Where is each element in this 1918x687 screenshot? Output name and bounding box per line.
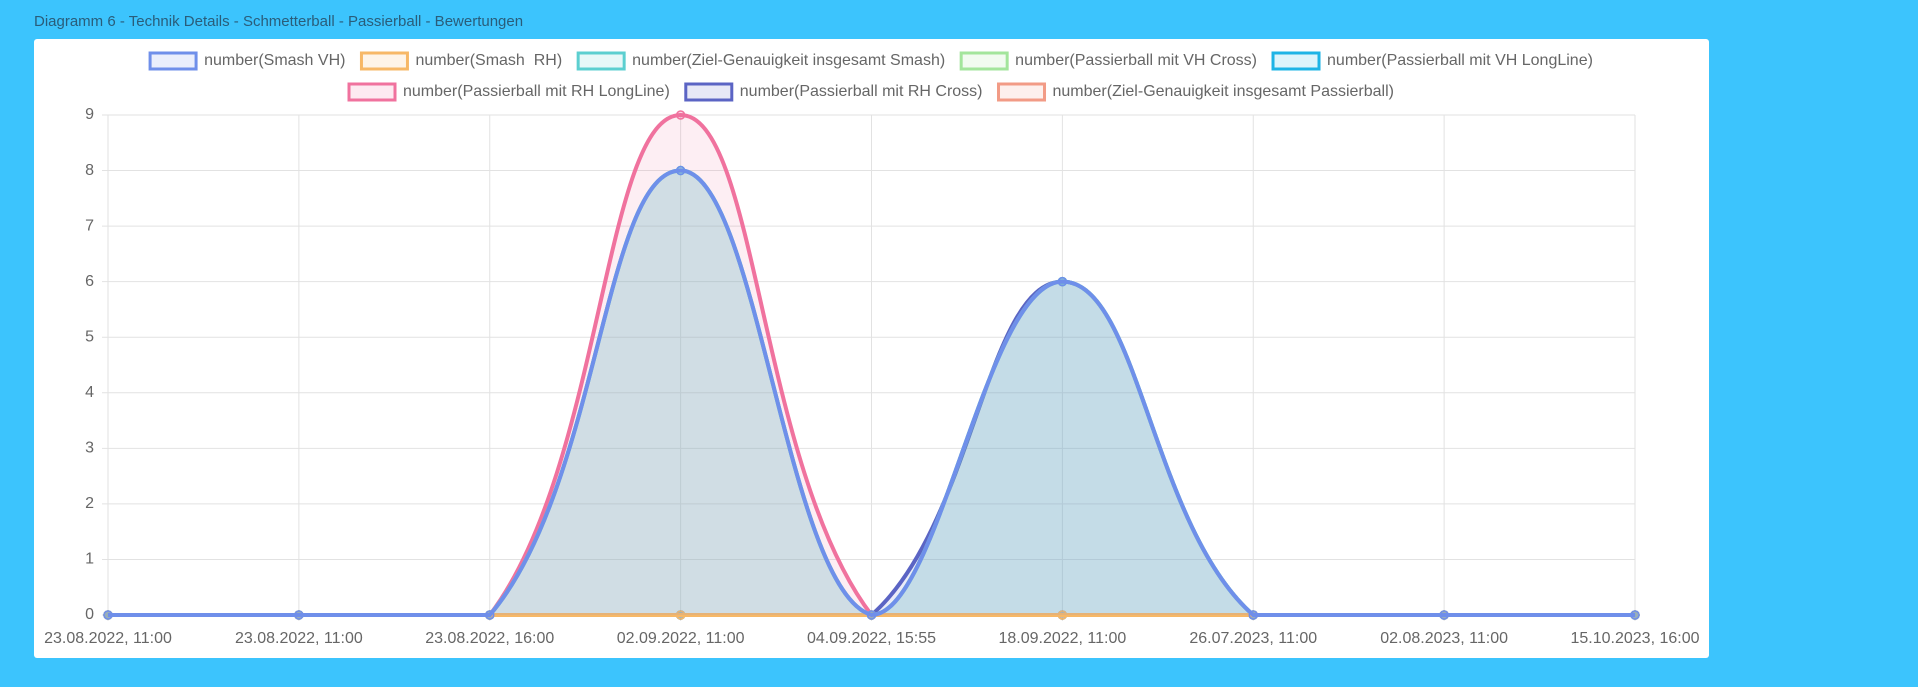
data-point bbox=[103, 610, 113, 620]
legend-label: number(Ziel-Genauigkeit insgesamt Smash) bbox=[632, 52, 945, 69]
legend-swatch bbox=[347, 82, 397, 102]
x-tick-label: 18.09.2022, 11:00 bbox=[998, 630, 1126, 647]
x-tick-label: 02.09.2022, 11:00 bbox=[617, 630, 745, 647]
x-tick-label: 04.09.2022, 15:55 bbox=[807, 630, 936, 647]
data-point bbox=[1057, 610, 1068, 620]
legend-swatch bbox=[1271, 51, 1321, 71]
legend-label: number(Ziel-Genauigkeit insgesamt Passie… bbox=[1053, 83, 1394, 100]
legend-label: number(Passierball mit RH Cross) bbox=[740, 83, 983, 100]
data-point bbox=[1248, 610, 1258, 620]
data-point bbox=[485, 610, 495, 620]
legend-swatch bbox=[576, 51, 626, 71]
y-tick-label: 2 bbox=[85, 495, 94, 512]
y-tick-label: 0 bbox=[85, 606, 94, 623]
y-tick-label: 1 bbox=[85, 551, 94, 568]
legend-swatch bbox=[959, 51, 1009, 71]
data-point bbox=[675, 110, 686, 120]
y-tick-label: 8 bbox=[85, 162, 94, 179]
data-point bbox=[675, 610, 686, 620]
chart-title: Diagramm 6 - Technik Details - Schmetter… bbox=[34, 13, 523, 30]
y-tick-label: 6 bbox=[85, 273, 94, 290]
x-tick-label: 23.08.2022, 11:00 bbox=[44, 630, 172, 647]
legend-label: number(Smash RH) bbox=[415, 52, 562, 69]
x-tick-label: 26.07.2023, 11:00 bbox=[1189, 630, 1317, 647]
y-tick-label: 9 bbox=[85, 106, 94, 123]
legend-label: number(Passierball mit VH LongLine) bbox=[1327, 52, 1593, 69]
x-tick-label: 15.10.2023, 16:00 bbox=[1570, 630, 1699, 647]
legend-swatch bbox=[359, 51, 409, 71]
y-tick-label: 4 bbox=[85, 384, 94, 401]
x-tick-label: 23.08.2022, 11:00 bbox=[235, 630, 363, 647]
legend-swatch bbox=[997, 82, 1047, 102]
data-point bbox=[1439, 610, 1449, 620]
data-point bbox=[294, 610, 304, 620]
legend-label: number(Smash VH) bbox=[204, 52, 345, 69]
x-tick-label: 23.08.2022, 16:00 bbox=[425, 630, 554, 647]
legend-label: number(Passierball mit RH LongLine) bbox=[403, 83, 670, 100]
y-tick-label: 3 bbox=[85, 440, 94, 457]
data-point bbox=[1057, 276, 1068, 287]
legend-swatch bbox=[684, 82, 734, 102]
y-tick-label: 7 bbox=[85, 217, 94, 234]
series-line bbox=[107, 168, 1635, 618]
data-point bbox=[675, 165, 686, 176]
y-tick-label: 5 bbox=[85, 328, 94, 345]
legend-label: number(Passierball mit VH Cross) bbox=[1015, 52, 1257, 69]
x-tick-label: 02.08.2023, 11:00 bbox=[1380, 630, 1508, 647]
data-point bbox=[866, 610, 877, 620]
data-point bbox=[1630, 610, 1640, 620]
legend-swatch bbox=[148, 51, 198, 71]
